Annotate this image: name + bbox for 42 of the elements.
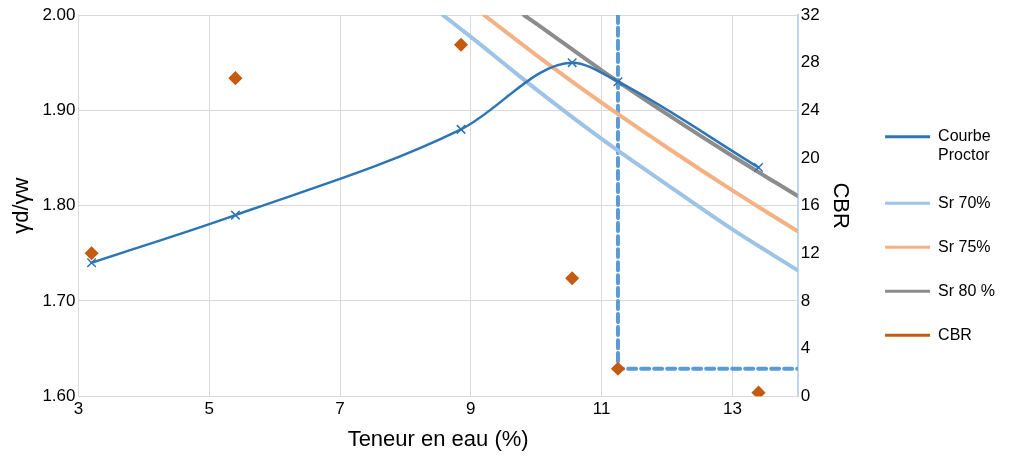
legend-label: Sr 80 % [938, 281, 996, 299]
y2-tick-label: 16 [800, 195, 820, 215]
x-tick-label: 11 [592, 399, 611, 419]
y-tick-label: 1.80 [42, 195, 76, 215]
x-tick-label: 3 [73, 399, 84, 419]
x-tick-label: 13 [722, 399, 742, 419]
point [456, 124, 467, 135]
x-tick-label: 7 [335, 399, 345, 419]
y2-tick-label: 24 [800, 99, 820, 119]
y2-tick-label: 20 [800, 147, 820, 167]
legend-label: Sr 70% [938, 193, 991, 211]
point [230, 210, 241, 221]
point [86, 257, 97, 268]
legend-label: Sr 75% [938, 237, 991, 255]
legend-label: Courbe Proctor [938, 127, 991, 164]
point [84, 246, 99, 260]
point [228, 71, 243, 85]
point [751, 385, 766, 397]
line-series [481, 15, 798, 234]
x-tick-label: 5 [204, 399, 214, 419]
y2-tick-label: 32 [800, 4, 820, 24]
point [565, 271, 579, 286]
line-series [521, 15, 798, 199]
y-tick-label: 2.00 [42, 4, 76, 24]
point [454, 38, 468, 52]
line-series [440, 15, 798, 273]
y-tick-label: 1.90 [42, 99, 76, 119]
y2-tick-label: 0 [800, 385, 811, 405]
y2-tick-label: 8 [800, 290, 811, 310]
y2-tick-label: 28 [800, 52, 820, 72]
legend-label: CBR [938, 325, 972, 343]
point [612, 76, 623, 87]
y2-tick-label: 4 [800, 338, 811, 358]
y-tick-label: 1.70 [42, 290, 76, 310]
y2-tick-label: 12 [800, 242, 820, 262]
x-tick-label: 9 [466, 399, 476, 419]
point [753, 162, 764, 173]
y2-axis-title: CBR [828, 182, 854, 229]
point [567, 57, 578, 68]
y-axis-title: γd/γw [8, 177, 34, 234]
x-axis-title: Teneur en eau (%) [347, 425, 529, 451]
point [611, 362, 625, 376]
